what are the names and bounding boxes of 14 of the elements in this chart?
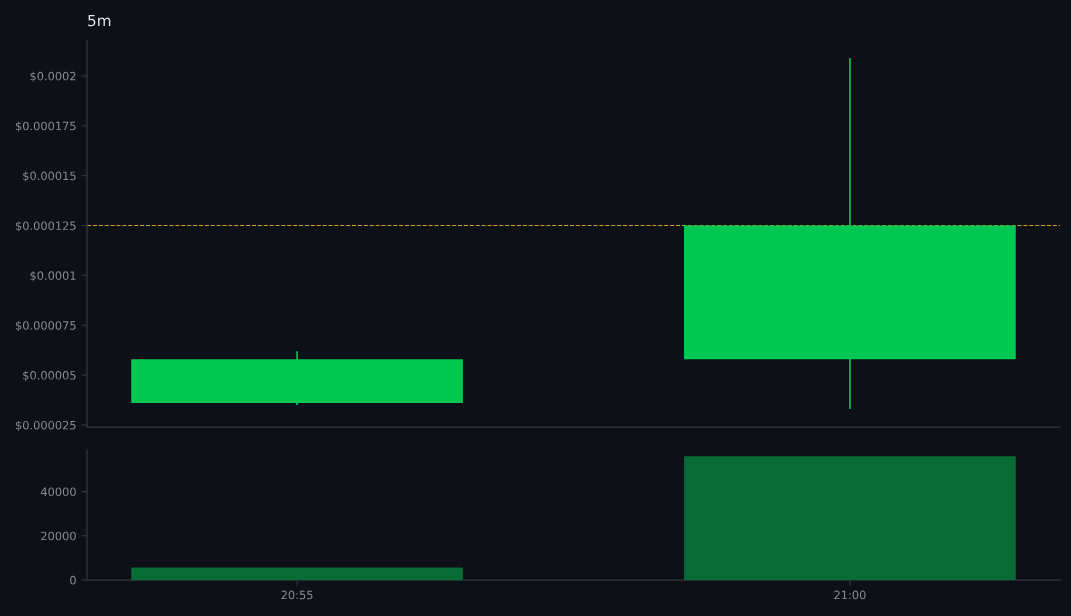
y-tick-label: 40000 bbox=[40, 487, 76, 497]
y-tick-label: $0.000175 bbox=[15, 121, 76, 132]
y-tick-label: 0 bbox=[70, 575, 76, 585]
y-tick-label: $0.00015 bbox=[23, 171, 76, 182]
x-tick-label: 20:55 bbox=[281, 590, 313, 600]
y-tick-label: $0.000125 bbox=[15, 221, 76, 232]
chart-title: 5m bbox=[88, 14, 111, 27]
y-tick-label: $0.0002 bbox=[30, 71, 76, 82]
y-tick-label: 20000 bbox=[41, 531, 76, 541]
y-tick-label: $0.000075 bbox=[15, 320, 76, 332]
y-tick-label: $0.00005 bbox=[23, 370, 76, 382]
y-tick-label: $0.0001 bbox=[30, 271, 76, 282]
x-tick-label: 21:00 bbox=[834, 590, 866, 600]
y-tick-label: $0.000025 bbox=[15, 420, 76, 432]
